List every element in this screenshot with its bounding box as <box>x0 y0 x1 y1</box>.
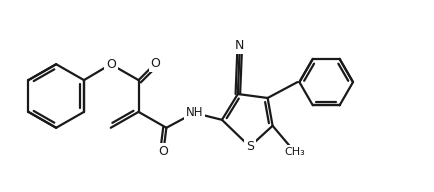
Text: O: O <box>106 58 116 71</box>
Text: O: O <box>158 145 168 158</box>
Text: S: S <box>246 140 254 153</box>
Text: O: O <box>151 57 161 70</box>
Text: NH: NH <box>185 106 203 119</box>
Text: CH₃: CH₃ <box>284 147 305 157</box>
Text: N: N <box>235 39 244 52</box>
